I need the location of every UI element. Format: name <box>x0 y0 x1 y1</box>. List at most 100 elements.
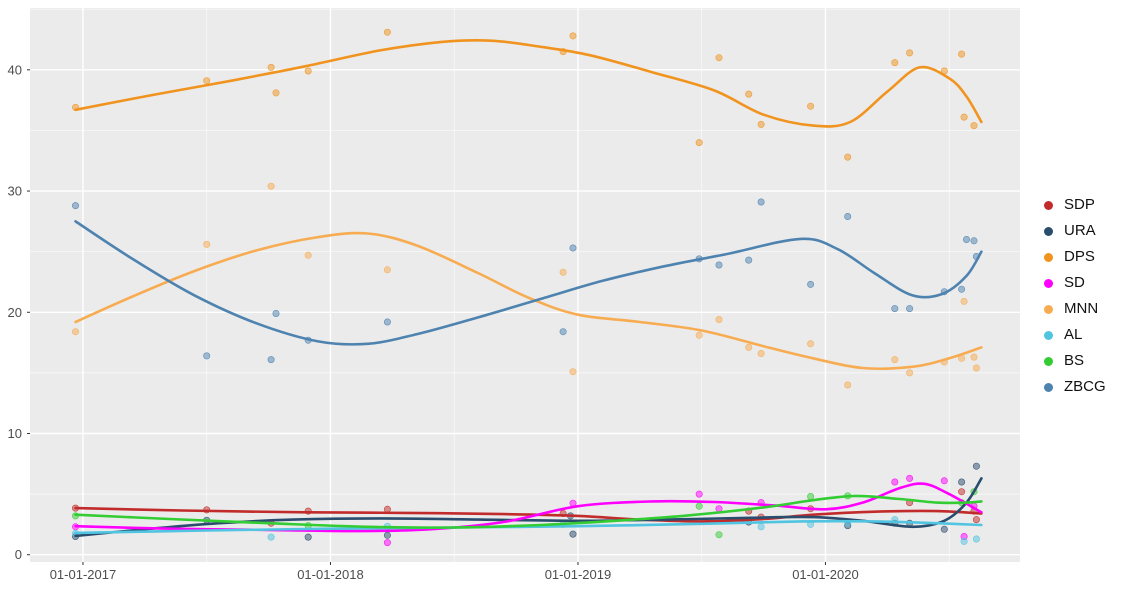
legend-swatch-ura <box>1044 226 1053 236</box>
data-point-mnn <box>559 268 567 276</box>
data-point-zbcg <box>962 236 970 244</box>
data-point-zbcg <box>715 261 723 269</box>
data-point-ura <box>304 533 312 541</box>
data-point-dps <box>272 89 280 97</box>
legend-item-mnn: MNN <box>1044 296 1106 322</box>
data-point-zbcg <box>569 244 577 252</box>
data-point-ura <box>940 525 948 533</box>
legend: SDP URA DPS SD MNN AL BS ZBCG <box>1044 192 1106 400</box>
trend-line-bs <box>74 494 983 529</box>
trend-line-sdp <box>74 506 983 523</box>
legend-label-dps: DPS <box>1064 248 1095 265</box>
data-point-mnn <box>807 340 815 348</box>
data-point-sd <box>695 490 703 498</box>
y-tick-label: 20 <box>8 305 22 320</box>
data-point-mnn <box>972 364 980 372</box>
legend-swatch-sdp <box>1044 200 1053 210</box>
data-point-sd <box>891 478 899 486</box>
data-point-zbcg <box>745 256 753 264</box>
data-point-mnn <box>203 240 211 248</box>
data-point-zbcg <box>757 198 765 206</box>
data-point-al <box>972 535 980 543</box>
x-tick-label: 01-01-2017 <box>50 567 117 582</box>
data-point-zbcg <box>272 309 280 317</box>
data-point-dps <box>960 113 968 121</box>
data-point-dps <box>695 139 703 147</box>
legend-label-al: AL <box>1064 326 1083 343</box>
data-point-zbcg <box>906 305 914 313</box>
legend-item-zbcg: ZBCG <box>1044 374 1106 400</box>
data-point-zbcg <box>203 352 211 360</box>
data-point-mnn <box>304 251 312 259</box>
data-point-mnn <box>970 353 978 361</box>
data-point-dps <box>970 122 978 130</box>
data-point-sdp <box>958 488 966 496</box>
legend-label-sdp: SDP <box>1064 196 1095 213</box>
data-point-dps <box>958 50 966 58</box>
data-point-dps <box>203 77 211 85</box>
trend-line-dps <box>74 39 983 128</box>
legend-item-bs: BS <box>1044 348 1106 374</box>
data-point-mnn <box>715 315 723 323</box>
data-point-dps <box>906 49 914 57</box>
data-point-ura <box>569 530 577 538</box>
data-point-mnn <box>569 368 577 376</box>
data-point-zbcg <box>970 237 978 245</box>
data-point-mnn <box>960 297 968 305</box>
data-point-zbcg <box>383 318 391 326</box>
legend-label-mnn: MNN <box>1064 300 1099 317</box>
data-point-bs <box>695 502 703 510</box>
data-point-al <box>960 537 968 545</box>
legend-label-ura: URA <box>1064 222 1096 239</box>
legend-label-bs: BS <box>1064 352 1085 369</box>
data-point-bs <box>715 531 723 539</box>
data-point-al <box>757 523 765 531</box>
y-tick-label: 10 <box>8 426 22 441</box>
data-point-mnn <box>267 182 275 190</box>
x-tick-label: 01-01-2020 <box>792 567 859 582</box>
legend-swatch-zbcg <box>1044 382 1053 392</box>
data-point-dps <box>844 153 852 161</box>
data-point-zbcg <box>807 280 815 288</box>
data-point-sdp <box>972 516 980 524</box>
data-point-dps <box>267 63 275 71</box>
data-point-mnn <box>695 331 703 339</box>
legend-item-al: AL <box>1044 322 1106 348</box>
data-point-al <box>267 533 275 541</box>
legend-item-sd: SD <box>1044 270 1106 296</box>
legend-swatch-dps <box>1044 252 1053 262</box>
y-tick-label: 0 <box>15 547 22 562</box>
legend-item-sdp: SDP <box>1044 192 1106 218</box>
data-point-zbcg <box>844 213 852 221</box>
x-tick-label: 01-01-2019 <box>545 567 612 582</box>
data-point-mnn <box>745 343 753 351</box>
data-point-mnn <box>891 356 899 364</box>
data-point-mnn <box>757 349 765 357</box>
legend-label-sd: SD <box>1064 274 1085 291</box>
data-point-zbcg <box>958 285 966 293</box>
plot-panel-background <box>30 8 1020 562</box>
data-point-ura <box>972 462 980 470</box>
legend-item-ura: URA <box>1044 218 1106 244</box>
data-point-dps <box>807 102 815 110</box>
data-point-dps <box>715 54 723 62</box>
legend-swatch-sd <box>1044 278 1053 288</box>
legend-swatch-mnn <box>1044 304 1053 314</box>
data-point-dps <box>569 32 577 40</box>
data-point-ura <box>383 531 391 539</box>
data-point-dps <box>383 28 391 36</box>
data-point-mnn <box>844 381 852 389</box>
y-tick-label: 30 <box>8 184 22 199</box>
data-point-ura <box>958 478 966 486</box>
data-point-mnn <box>72 328 80 336</box>
trend-line-zbcg <box>74 220 983 346</box>
trend-line-al <box>74 519 983 535</box>
data-point-sd <box>383 539 391 547</box>
data-point-mnn <box>906 369 914 377</box>
y-tick-label: 40 <box>8 62 22 77</box>
data-point-dps <box>757 120 765 128</box>
data-point-zbcg <box>267 356 275 364</box>
data-point-sd <box>906 474 914 482</box>
